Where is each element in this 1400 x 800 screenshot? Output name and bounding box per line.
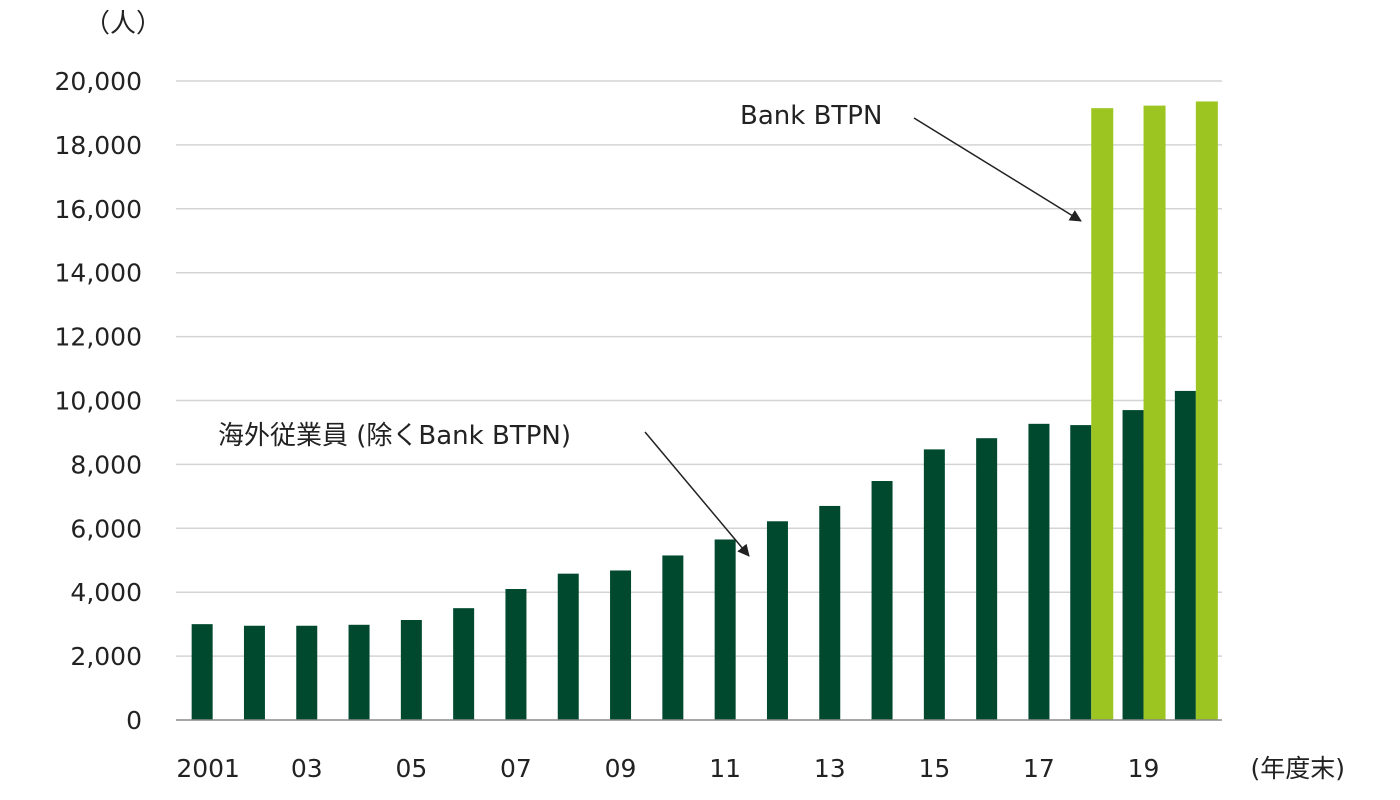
bar-overseas-employees	[400, 619, 422, 720]
x-tick-label: 13	[814, 754, 846, 783]
y-tick-labels: 0 2,000 4,000 6,000 8,000 10,000 12,000 14,000 1…	[55, 67, 142, 735]
bar-overseas-employees	[871, 481, 893, 720]
bar-overseas-employees	[766, 521, 788, 720]
x-tick-label: 03	[291, 754, 323, 783]
x-tick-label: 17	[1023, 754, 1055, 783]
y-tick-label: 12,000	[55, 323, 142, 352]
bar-overseas-employees	[348, 624, 370, 720]
bar-overseas-employees	[191, 624, 213, 720]
y-tick-label: 14,000	[55, 259, 142, 288]
x-tick-label: 09	[605, 754, 637, 783]
bar-overseas-employees	[923, 449, 945, 720]
bar-bank-btpn	[1195, 101, 1218, 720]
bar-overseas-employees	[296, 625, 318, 720]
y-tick-label: 2,000	[70, 642, 142, 671]
x-tick-label: 05	[395, 754, 427, 783]
annotation-overseas-employees: 海外従業員 (除くBank BTPN)	[218, 421, 571, 451]
y-tick-label: 10,000	[55, 387, 142, 416]
y-tick-label: 18,000	[55, 131, 142, 160]
x-tick-label: 2001	[176, 754, 240, 783]
bar-overseas-employees	[1070, 425, 1092, 720]
x-tick-label: 11	[709, 754, 741, 783]
annotation-arrow-overseas-employees	[644, 431, 750, 557]
x-tick-label: 07	[500, 754, 532, 783]
bar-overseas-employees	[714, 539, 736, 720]
x-tick-label: 19	[1128, 754, 1160, 783]
annotation-bank-btpn: Bank BTPN	[740, 101, 882, 131]
bar-overseas-employees	[976, 438, 998, 720]
y-tick-label: 16,000	[55, 195, 142, 224]
y-tick-label: 4,000	[70, 578, 142, 607]
bar-overseas-employees	[610, 570, 632, 720]
bar-overseas-employees	[243, 625, 265, 720]
bar-overseas-employees	[819, 505, 841, 720]
bar-overseas-employees	[557, 573, 579, 720]
bar-bank-btpn	[1143, 105, 1166, 720]
annotation-arrow-bank-btpn	[913, 117, 1082, 222]
bar-overseas-employees	[1028, 423, 1050, 720]
x-axis-unit-label: (年度末)	[1250, 754, 1345, 783]
bar-overseas-employees	[453, 608, 475, 720]
y-tick-label: 0	[126, 706, 142, 735]
y-tick-label: 6,000	[70, 514, 142, 543]
bar-overseas-employees	[1174, 390, 1196, 720]
y-tick-label: 20,000	[55, 67, 142, 96]
x-tick-label: 15	[918, 754, 950, 783]
gridlines	[176, 80, 1222, 657]
bars	[191, 101, 1218, 721]
x-tick-labels: 2001 03 05 07 09 11 13 15 17 19	[176, 754, 1159, 783]
bar-overseas-employees	[505, 589, 527, 720]
y-tick-label: 8,000	[70, 450, 142, 479]
annotations: Bank BTPN 海外従業員 (除くBank BTPN)	[218, 101, 1082, 557]
y-axis-unit-label: （人）	[84, 9, 162, 39]
bar-overseas-employees	[1122, 410, 1144, 720]
bar-bank-btpn	[1091, 108, 1114, 721]
bar-overseas-employees	[662, 555, 684, 720]
